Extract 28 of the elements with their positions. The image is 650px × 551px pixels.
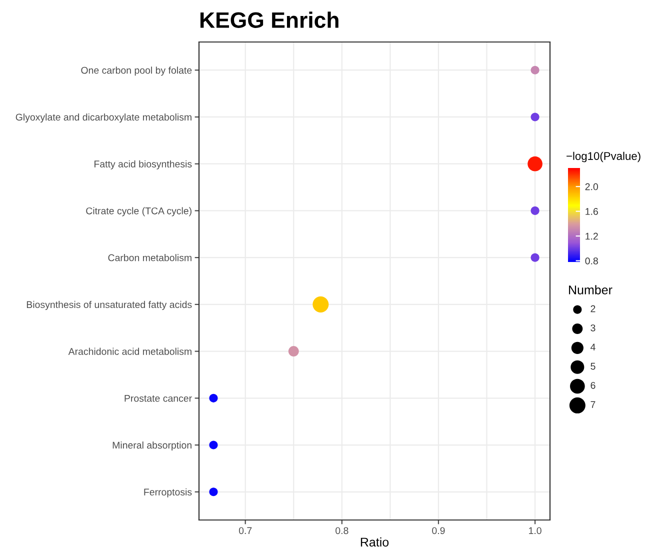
legend-title: Number	[569, 285, 612, 294]
legend-label: 6	[590, 382, 596, 389]
y-tick-label: Glyoxylate and dicarboxylate metabolism	[16, 113, 192, 123]
legend-label: 4	[590, 344, 596, 350]
color-bar-label: 0.8	[585, 257, 598, 264]
x-tick-label: 0.7	[238, 527, 252, 534]
y-tick-label: Prostate cancer	[124, 394, 192, 402]
y-tick-label: Biosynthesis of unsaturated fatty acids	[26, 300, 192, 310]
y-tick-label: Ferroptosis	[144, 488, 192, 498]
color-bar-label: 1.6	[586, 208, 598, 215]
x-tick-label: 1.0	[529, 527, 542, 534]
legend-label: 5	[590, 362, 596, 370]
y-tick-label: Carbon metabolism	[108, 254, 192, 262]
legend-label: 3	[590, 324, 596, 332]
x-tick-label: 0.8	[336, 527, 348, 534]
y-tick-label: One carbon pool by folate	[81, 66, 192, 76]
chart-title: KEGG Enrich	[200, 12, 338, 28]
legend-label: 7	[590, 401, 596, 408]
color-bar-label: 2.0	[585, 183, 598, 190]
y-tick-label: Fatty acid biosynthesis	[94, 160, 192, 170]
x-tick-label: 0.9	[432, 527, 445, 534]
legend-label: 2	[590, 305, 596, 312]
color-bar-label: 1.2	[586, 232, 598, 240]
color-bar-title: −log10(Pvalue)	[566, 152, 640, 162]
y-tick-label: Mineral absorption	[112, 441, 192, 451]
y-tick-label: Citrate cycle (TCA cycle)	[86, 207, 192, 216]
y-tick-label: Arachidonic acid metabolism	[68, 348, 192, 355]
x-axis-title: Ratio	[360, 537, 389, 547]
